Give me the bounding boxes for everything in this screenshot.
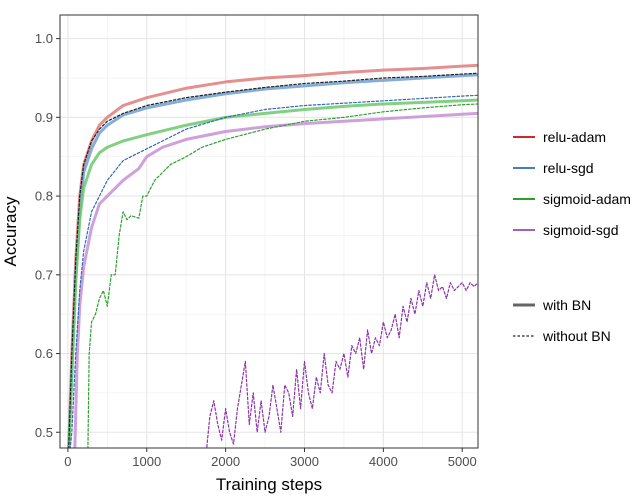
legend-label-relu-adam: relu-adam <box>543 129 606 145</box>
grid-lines <box>60 15 478 448</box>
legend-label-sigmoid-sgd: sigmoid-sgd <box>543 222 618 238</box>
x-tick-label: 0 <box>64 454 71 469</box>
series-line-relu-sgd-dotted-without-bn <box>69 94 478 448</box>
plot-background <box>60 15 478 448</box>
series-line-sigmoid-sgd-with-bn <box>73 111 478 448</box>
legend-label-relu-sgd: relu-sgd <box>543 160 594 176</box>
y-axis-title: Accuracy <box>1 196 20 266</box>
legend-label-sigmoid-adam: sigmoid-adam <box>543 191 631 207</box>
plot-frame <box>59 14 479 449</box>
series-line-relu-adam-dotted-without-bn <box>68 72 478 448</box>
x-axis-title: Training steps <box>216 475 322 494</box>
legend: relu-adam relu-sgd sigmoid-adam sigmoid-sgd… <box>513 129 631 344</box>
series-lines <box>67 63 478 448</box>
legend-label-without-BN: without BN <box>542 328 611 344</box>
x-tick-label: 4000 <box>369 454 398 469</box>
x-tick-label: 3000 <box>290 454 319 469</box>
axis-ticks: 0 1000 2000 3000 4000 5000 0.5 0.6 0.7 0.8 0.9 1.0 <box>35 31 477 469</box>
series-line-sigmoid-adam-with-bn <box>67 98 478 448</box>
x-tick-label: 5000 <box>448 454 477 469</box>
y-tick-label: 0.8 <box>35 189 53 204</box>
series-line-sigmoid-sgd-dotted-without-bn <box>206 274 478 448</box>
y-tick-label: 0.7 <box>35 267 53 282</box>
y-tick-label: 0.5 <box>35 425 53 440</box>
y-tick-label: 0.9 <box>35 110 53 125</box>
y-tick-label: 1.0 <box>35 31 53 46</box>
legend-label-with-BN: with BN <box>542 297 591 313</box>
y-tick-label: 0.6 <box>35 346 53 361</box>
x-tick-label: 2000 <box>211 454 240 469</box>
x-tick-label: 1000 <box>132 454 161 469</box>
series-line-sigmoid-adam-dotted-without-bn <box>87 103 478 448</box>
